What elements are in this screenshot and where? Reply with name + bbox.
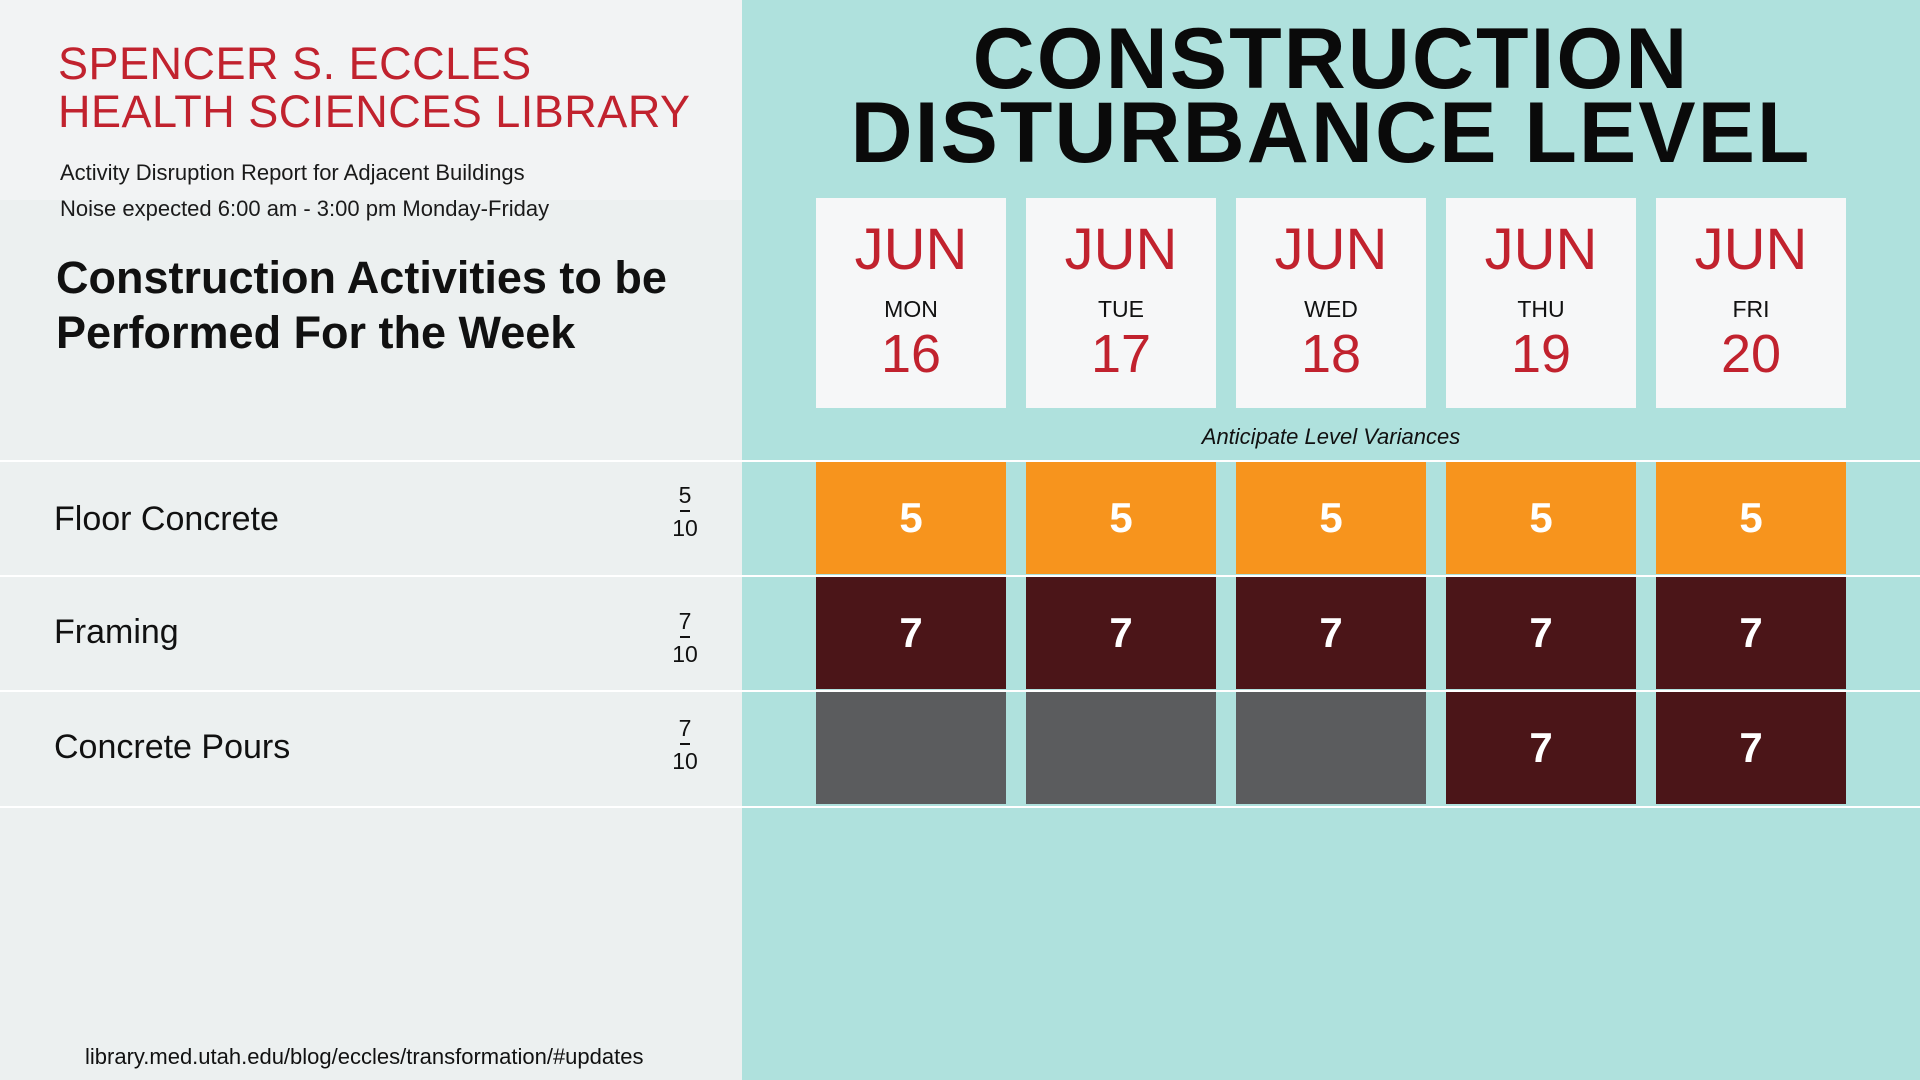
row-divider xyxy=(0,690,1920,692)
date-day: 19 xyxy=(1510,324,1572,384)
date-day: 16 xyxy=(880,324,942,384)
date-weekday: FRI xyxy=(1732,296,1770,322)
date-month: JUN xyxy=(1274,217,1388,282)
date-month: JUN xyxy=(1484,217,1598,282)
level-cell-floor-concrete-tue: 5 xyxy=(1026,462,1216,574)
week-title: Construction Activities to be Performed … xyxy=(56,252,667,358)
updates-link[interactable]: library.med.utah.edu/blog/eccles/transfo… xyxy=(85,1044,644,1069)
level-cell-floor-concrete-thu: 5 xyxy=(1446,462,1636,574)
level-cell-concrete-pours-tue xyxy=(1026,692,1216,804)
fraction-bar xyxy=(680,743,690,745)
date-month: JUN xyxy=(1064,217,1178,282)
level-cell-framing-thu: 7 xyxy=(1446,577,1636,689)
date-card-mon: JUN MON 16 xyxy=(816,198,1006,408)
page-title-line1: CONSTRUCTION xyxy=(972,11,1690,107)
activity-label-framing: Framing xyxy=(54,613,179,651)
level-cell-framing-mon: 7 xyxy=(816,577,1006,689)
row-divider xyxy=(0,575,1920,577)
level-cell-framing-tue: 7 xyxy=(1026,577,1216,689)
row-divider xyxy=(0,806,1920,808)
page-title-line2: DISTURBANCE LEVEL xyxy=(850,85,1812,181)
level-numerator: 5 xyxy=(678,482,692,508)
level-numerator: 7 xyxy=(678,608,692,634)
fraction-bar xyxy=(680,510,690,512)
activity-label-concrete-pours: Concrete Pours xyxy=(54,728,291,766)
variance-note: Anticipate Level Variances xyxy=(1201,424,1461,449)
level-numerator: 7 xyxy=(678,715,692,741)
activity-label-floor-concrete: Floor Concrete xyxy=(54,500,279,538)
level-fraction-floor-concrete: 5 10 xyxy=(665,483,705,541)
library-name-line2: HEALTH SCIENCES LIBRARY xyxy=(58,86,691,137)
level-denominator: 10 xyxy=(672,515,698,541)
level-cell-concrete-pours-wed xyxy=(1236,692,1426,804)
date-month: JUN xyxy=(854,217,968,282)
date-day: 20 xyxy=(1720,324,1782,384)
header-panel xyxy=(0,0,742,200)
level-cell-concrete-pours-mon xyxy=(816,692,1006,804)
library-name-line1: SPENCER S. ECCLES xyxy=(58,38,532,89)
date-card-wed: JUN WED 18 xyxy=(1236,198,1426,408)
date-month: JUN xyxy=(1694,217,1808,282)
report-title: Activity Disruption Report for Adjacent … xyxy=(60,160,525,185)
level-cell-floor-concrete-wed: 5 xyxy=(1236,462,1426,574)
date-weekday: WED xyxy=(1304,296,1358,322)
date-weekday: THU xyxy=(1517,296,1565,322)
page-title: CONSTRUCTION DISTURBANCE LEVEL xyxy=(742,16,1920,176)
level-cell-concrete-pours-fri: 7 xyxy=(1656,692,1846,804)
level-cell-floor-concrete-mon: 5 xyxy=(816,462,1006,574)
noise-schedule: Noise expected 6:00 am - 3:00 pm Monday-… xyxy=(60,196,550,221)
date-weekday: TUE xyxy=(1098,296,1144,322)
level-cell-floor-concrete-fri: 5 xyxy=(1656,462,1846,574)
date-card-tue: JUN TUE 17 xyxy=(1026,198,1216,408)
date-card-fri: JUN FRI 20 xyxy=(1656,198,1846,408)
level-cell-framing-fri: 7 xyxy=(1656,577,1846,689)
row-divider xyxy=(0,460,1920,462)
level-denominator: 10 xyxy=(672,641,698,667)
level-fraction-framing: 7 10 xyxy=(665,609,705,667)
activities-panel xyxy=(0,200,742,1080)
level-cell-framing-wed: 7 xyxy=(1236,577,1426,689)
level-cell-concrete-pours-thu: 7 xyxy=(1446,692,1636,804)
level-fraction-concrete-pours: 7 10 xyxy=(665,716,705,774)
date-weekday: MON xyxy=(884,296,938,322)
date-day: 17 xyxy=(1090,324,1152,384)
date-day: 18 xyxy=(1300,324,1362,384)
fraction-bar xyxy=(680,636,690,638)
library-name: SPENCER S. ECCLES HEALTH SCIENCES LIBRAR… xyxy=(58,40,691,136)
level-denominator: 10 xyxy=(672,748,698,774)
date-card-thu: JUN THU 19 xyxy=(1446,198,1636,408)
